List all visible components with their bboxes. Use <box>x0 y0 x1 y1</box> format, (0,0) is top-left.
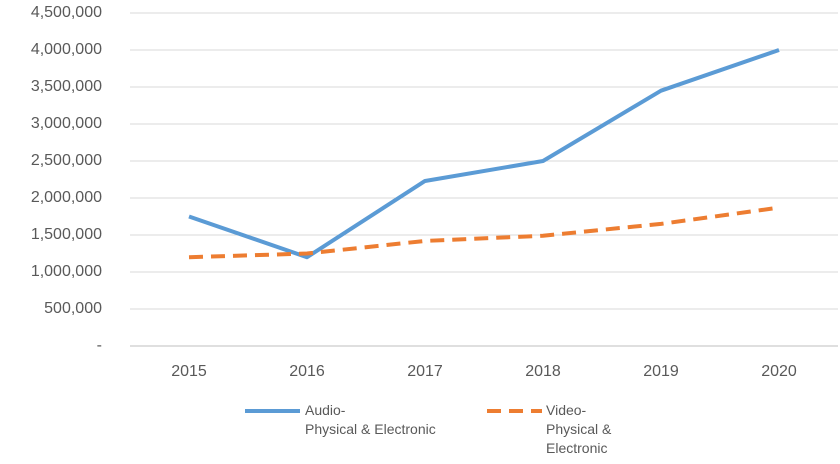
series-line <box>188 205 780 260</box>
y-tick-label: 2,500,000 <box>31 152 102 169</box>
x-tick-label: 2020 <box>761 363 797 380</box>
y-tick-label: 1,000,000 <box>31 263 102 280</box>
y-tick-label: 4,000,000 <box>31 41 102 58</box>
x-tick-label: 2018 <box>525 363 561 380</box>
y-tick-label: 3,000,000 <box>31 115 102 132</box>
x-tick-label: 2016 <box>289 363 325 380</box>
series-line <box>188 48 780 260</box>
y-tick-label: 4,500,000 <box>31 4 102 21</box>
y-tick-label: 2,000,000 <box>31 189 102 206</box>
legend-label: Audio- Physical & Electronic <box>305 402 436 437</box>
x-tick-label: 2019 <box>643 363 679 380</box>
y-tick-label: 500,000 <box>44 300 102 317</box>
y-tick-label: 1,500,000 <box>31 226 102 243</box>
y-tick-label: 3,500,000 <box>31 78 102 95</box>
x-tick-label: 2015 <box>171 363 207 380</box>
legend-label: Video- Physical & Electronic <box>546 402 612 456</box>
x-tick-label: 2017 <box>407 363 443 380</box>
y-tick-label: - <box>97 337 102 354</box>
